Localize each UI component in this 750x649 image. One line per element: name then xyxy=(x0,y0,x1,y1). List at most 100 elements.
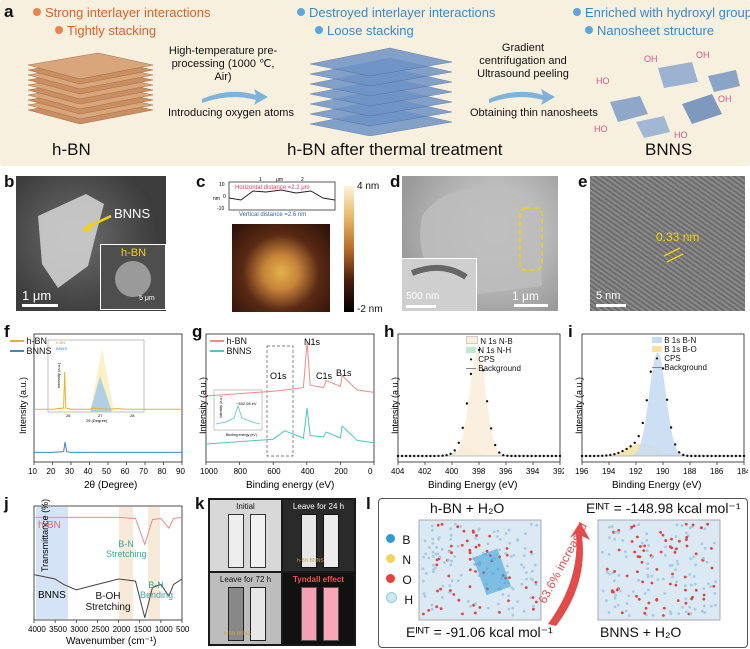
chart-i-cps-point xyxy=(739,455,741,457)
chart-i-cps-point xyxy=(686,455,688,457)
chart-f-tick-label: 50 xyxy=(102,467,111,476)
chart-h-cps-point xyxy=(539,455,541,457)
md-water-molecule xyxy=(451,579,454,582)
chart-h-cps-point xyxy=(506,455,508,457)
md-water-molecule xyxy=(712,585,715,588)
chart-h-cps-point xyxy=(425,455,427,457)
chart-f-inset-xlabel: 2θ (Degree) xyxy=(86,418,108,423)
md-water-molecule xyxy=(688,606,691,609)
md-water-molecule xyxy=(498,548,501,551)
md-water-molecule xyxy=(479,606,482,609)
md-water-molecule xyxy=(432,564,435,567)
chart-h-cps-point xyxy=(518,455,520,457)
md-water-molecule xyxy=(701,610,704,613)
afm-ytick-1: 10 xyxy=(219,182,225,188)
md-water-molecule xyxy=(507,599,510,602)
chart-h-cps-point xyxy=(441,455,443,457)
md-water-molecule xyxy=(496,535,499,538)
md-water-molecule xyxy=(532,596,535,599)
chart-g-tick-label: 1000 xyxy=(200,467,218,476)
md-water-molecule xyxy=(627,595,630,598)
step2-arrow-icon xyxy=(487,85,557,107)
chart-f-tick-label: 90 xyxy=(176,467,185,476)
md-water-molecule xyxy=(431,538,434,541)
md-water-molecule xyxy=(710,605,713,608)
chart-i-tick-label: 192 xyxy=(629,467,643,476)
chart-i-tick-label: 186 xyxy=(710,467,724,476)
chart-i-cps-point xyxy=(698,455,700,457)
chart-h-cps-point xyxy=(543,455,545,457)
chart-i-legend: B 1s B-N B 1s B-O • CPS Background xyxy=(652,336,707,372)
md-water-molecule xyxy=(645,532,648,535)
chart-f-tick-label: 70 xyxy=(139,467,148,476)
md-water-molecule xyxy=(641,581,644,584)
chart-h-tick-label: 398 xyxy=(472,467,486,476)
title-hbn: h-BN xyxy=(52,140,91,160)
chart-g-tick-label: 800 xyxy=(234,467,248,476)
md-water-molecule xyxy=(454,523,457,526)
panel-label-e: e xyxy=(578,172,587,192)
chart-i-cps-point xyxy=(678,451,680,453)
md-water-molecule xyxy=(520,563,523,566)
chart-f-tick-label: 20 xyxy=(47,467,56,476)
md-water-molecule xyxy=(452,593,455,596)
md-water-molecule xyxy=(704,547,707,550)
chart-i-cps-point xyxy=(609,454,611,456)
md-water-molecule xyxy=(502,593,505,596)
md-water-molecule xyxy=(535,601,538,604)
vial-initial: Initial xyxy=(210,500,281,571)
md-water-molecule xyxy=(425,572,428,575)
md-water-molecule xyxy=(457,579,460,582)
md-water-molecule xyxy=(686,545,689,548)
chart-i-cps-point xyxy=(646,399,648,401)
md-water-molecule xyxy=(525,586,528,589)
chart-f-tick-label: 40 xyxy=(84,467,93,476)
md-water-molecule xyxy=(469,551,472,554)
afm-unit-x: μm xyxy=(276,177,283,183)
md-water-molecule xyxy=(636,570,639,573)
chart-i-cps-point xyxy=(605,454,607,456)
panel-label-d: d xyxy=(390,172,400,192)
chart-i-cps-point xyxy=(621,450,623,452)
chart-g-xlabel: Binding energy (eV) xyxy=(246,480,334,491)
afm-colorbar xyxy=(344,186,354,312)
md-water-molecule xyxy=(439,556,442,559)
md-water-molecule xyxy=(675,547,678,550)
bnns-oh-label-6: HO xyxy=(674,130,688,140)
chart-i-cps-point xyxy=(727,455,729,457)
md-water-molecule xyxy=(669,610,672,613)
bnns-arrow-label: BNNS xyxy=(114,206,150,221)
chart-f-xlabel: 2θ (Degree) xyxy=(84,480,137,491)
md-water-molecule xyxy=(681,606,684,609)
chart-j-tick-label: 500 xyxy=(176,625,190,634)
md-water-molecule xyxy=(436,590,439,593)
md-water-molecule xyxy=(608,536,611,539)
chart-i-cps-point xyxy=(710,455,712,457)
md-water-molecule xyxy=(614,531,617,534)
tem-image: 500 nm 1 μm xyxy=(402,176,558,311)
md-water-molecule xyxy=(643,545,646,548)
md-water-molecule xyxy=(493,531,496,534)
md-water-molecule xyxy=(633,525,636,528)
chart-h-cps-point xyxy=(462,427,464,429)
md-water-molecule xyxy=(435,564,438,567)
vial-photos: Initial Leave for 24 h h-BN BNNS Leave f… xyxy=(208,498,356,646)
md-water-molecule xyxy=(439,588,442,591)
panel-label-l: l xyxy=(366,494,371,514)
md-water-molecule xyxy=(448,584,451,587)
md-water-molecule xyxy=(463,530,466,533)
chart-g-tick-label: 0 xyxy=(368,467,373,476)
chart-j-series-hbn: h-BN xyxy=(38,520,61,531)
chart-j-annot-bn-bend: B-N Bending xyxy=(140,580,172,600)
md-water-molecule xyxy=(431,604,434,607)
chart-h-cps-point xyxy=(559,455,561,457)
md-atom-legend: B N O H xyxy=(386,530,413,610)
hbn-prop-2: Tightly stacking xyxy=(55,23,156,38)
chart-g-peak-o1s: O1s xyxy=(270,371,287,381)
bnns-prop-2: Nanosheet structure xyxy=(585,23,714,38)
chart-i-cps-point xyxy=(597,455,599,457)
md-water-molecule xyxy=(432,568,435,571)
md-water-molecule xyxy=(461,613,464,616)
bnns-oh-label-1: HO xyxy=(596,76,610,86)
md-water-molecule xyxy=(535,583,538,586)
